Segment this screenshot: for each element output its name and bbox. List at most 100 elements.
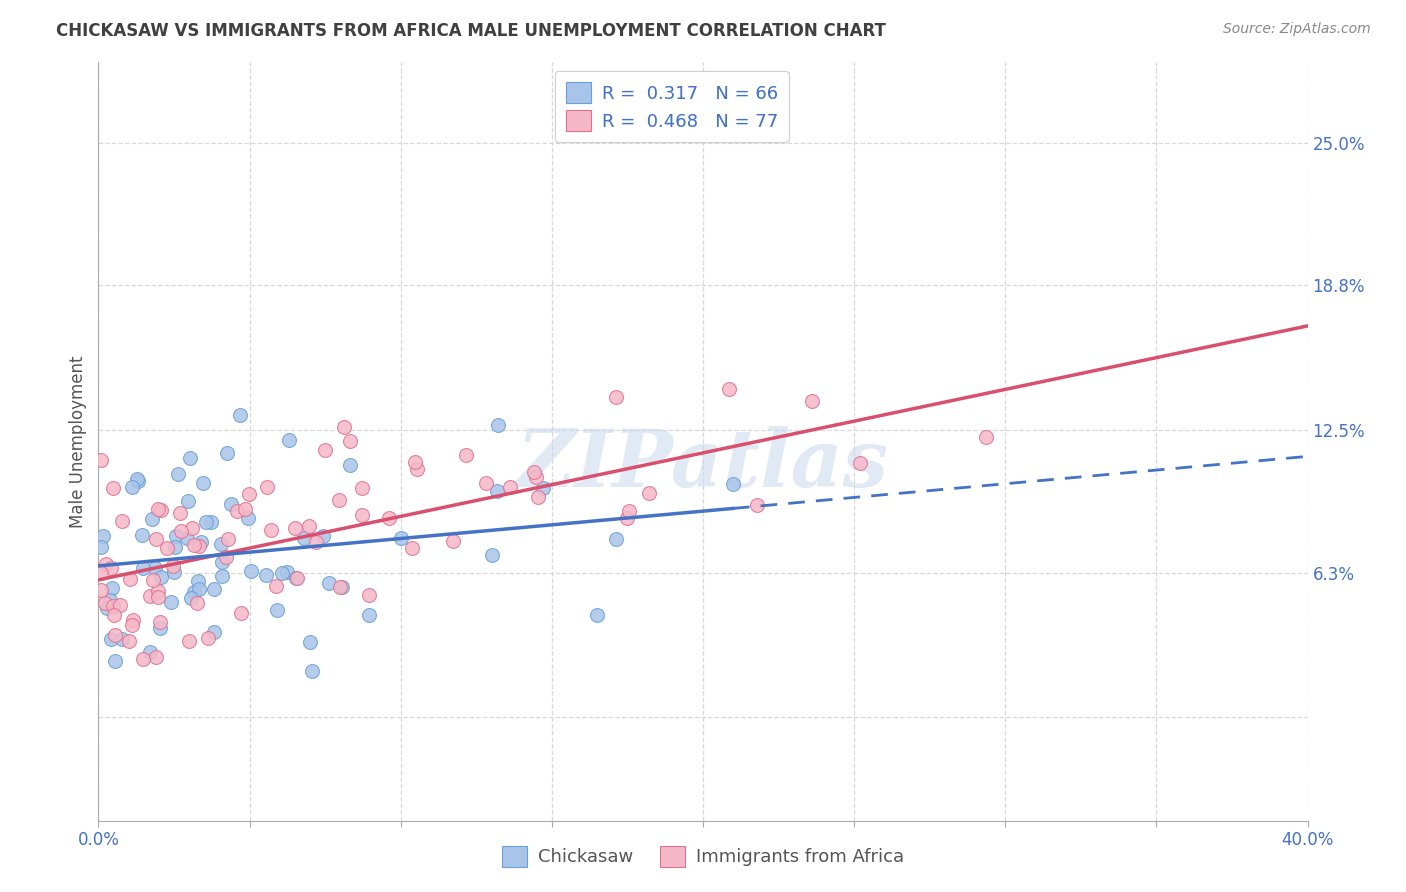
Point — [125, 472, 148, 486]
Point — [96, 600, 118, 615]
Point — [441, 533, 464, 548]
Point — [111, 632, 134, 647]
Point — [186, 596, 208, 610]
Point — [266, 579, 288, 593]
Point — [121, 618, 143, 632]
Point — [90, 540, 112, 554]
Point — [163, 565, 186, 579]
Point — [219, 497, 242, 511]
Point — [605, 532, 627, 546]
Point — [111, 514, 134, 528]
Point — [180, 591, 202, 605]
Point — [266, 603, 288, 617]
Point — [350, 482, 373, 496]
Point — [110, 599, 132, 613]
Point — [616, 511, 638, 525]
Point — [193, 476, 215, 491]
Point — [169, 507, 191, 521]
Point — [236, 511, 259, 525]
Point — [329, 580, 352, 594]
Legend: Chickasaw, Immigrants from Africa: Chickasaw, Immigrants from Africa — [495, 838, 911, 874]
Point — [278, 433, 301, 447]
Point — [181, 521, 204, 535]
Point — [285, 571, 308, 585]
Point — [145, 532, 167, 546]
Point — [486, 483, 509, 498]
Point — [90, 582, 112, 597]
Point — [100, 632, 122, 647]
Point — [200, 515, 222, 529]
Point — [254, 567, 277, 582]
Text: ZIPatlas: ZIPatlas — [517, 425, 889, 503]
Point — [217, 532, 239, 546]
Point — [238, 487, 260, 501]
Point — [177, 633, 200, 648]
Point — [150, 503, 173, 517]
Point — [142, 573, 165, 587]
Point — [100, 581, 122, 595]
Point — [405, 461, 427, 475]
Point — [94, 596, 117, 610]
Point — [240, 564, 263, 578]
Point — [284, 521, 307, 535]
Point — [94, 557, 117, 571]
Point — [339, 458, 361, 472]
Point — [167, 467, 190, 482]
Point — [132, 652, 155, 666]
Point — [91, 529, 114, 543]
Point — [187, 574, 209, 588]
Point — [146, 583, 169, 598]
Point — [330, 580, 353, 594]
Point — [162, 558, 184, 573]
Point — [103, 482, 125, 496]
Point — [974, 430, 997, 444]
Point — [523, 465, 546, 479]
Point — [378, 511, 401, 525]
Point — [187, 582, 209, 597]
Point — [533, 481, 555, 495]
Point — [359, 588, 381, 602]
Point — [127, 474, 149, 488]
Point — [276, 565, 298, 579]
Point — [101, 599, 124, 613]
Point — [298, 634, 321, 648]
Point — [170, 524, 193, 539]
Point — [304, 535, 326, 549]
Point — [165, 529, 187, 543]
Point — [139, 645, 162, 659]
Point — [285, 572, 308, 586]
Point — [456, 448, 478, 462]
Point — [848, 456, 870, 470]
Point — [271, 566, 294, 580]
Point — [90, 452, 112, 467]
Point — [183, 584, 205, 599]
Point — [314, 442, 336, 457]
Point — [256, 480, 278, 494]
Point — [141, 512, 163, 526]
Point — [486, 417, 509, 432]
Point — [617, 504, 640, 518]
Point — [150, 570, 173, 584]
Point — [183, 538, 205, 552]
Point — [526, 470, 548, 484]
Point — [332, 419, 354, 434]
Point — [159, 595, 181, 609]
Point — [202, 582, 225, 597]
Point — [301, 664, 323, 678]
Point — [605, 390, 627, 404]
Point — [401, 541, 423, 556]
Point — [118, 633, 141, 648]
Point — [188, 540, 211, 554]
Point — [145, 650, 167, 665]
Point — [202, 625, 225, 640]
Point — [121, 480, 143, 494]
Point — [298, 518, 321, 533]
Point — [215, 549, 238, 564]
Point — [717, 382, 740, 396]
Point — [211, 537, 233, 551]
Point — [100, 561, 122, 575]
Point — [197, 632, 219, 646]
Point — [103, 607, 125, 622]
Legend: R =  0.317   N = 66, R =  0.468   N = 77: R = 0.317 N = 66, R = 0.468 N = 77 — [555, 71, 789, 142]
Point — [225, 503, 247, 517]
